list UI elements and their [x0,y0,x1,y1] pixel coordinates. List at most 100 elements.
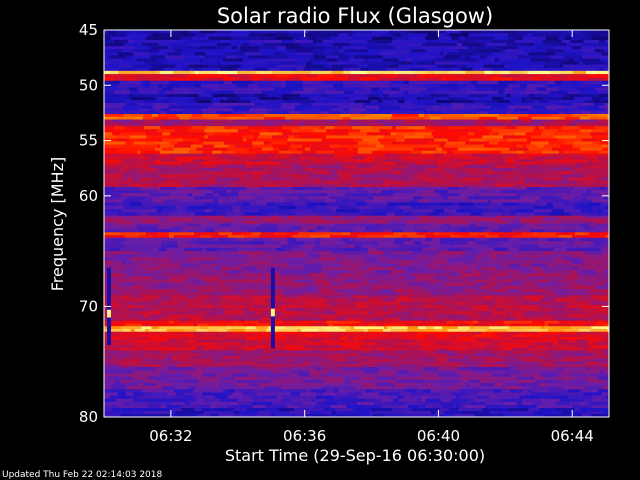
band-texture [494,180,499,184]
band-texture [226,370,241,374]
band-texture [213,102,227,106]
band-texture [447,329,467,332]
band-texture [359,177,363,181]
band-texture [317,74,336,78]
band-texture [256,367,270,371]
band-texture [334,156,354,160]
band-texture [527,345,536,348]
band-texture [398,58,407,62]
band-texture [441,97,450,101]
band-texture [458,122,474,127]
band-texture [300,135,309,139]
band-texture [128,353,145,357]
band-texture [374,108,379,112]
band-texture [313,129,327,133]
band-texture [292,39,314,44]
band-texture [400,33,408,37]
band-texture [570,43,583,47]
band-texture [308,135,326,139]
band-texture [552,266,573,271]
band-texture [188,320,201,324]
band-texture [194,70,200,75]
band-texture [212,164,216,169]
band-texture [500,376,507,380]
band-texture [447,276,468,280]
band-texture [127,301,144,305]
band-texture [552,135,557,139]
band-texture [503,122,511,127]
band-texture [532,174,549,178]
band-texture [219,100,237,103]
band-texture [205,90,220,95]
band-texture [415,254,425,258]
band-texture [506,156,512,160]
band-texture [391,270,406,274]
band-texture [124,164,139,169]
band-texture [297,329,302,332]
band-texture [580,295,592,299]
band-texture [191,171,204,175]
band-texture [261,273,271,277]
band-texture [333,132,344,136]
band-texture [385,218,400,221]
band-texture [350,114,367,117]
band-texture [232,87,253,91]
band-texture [335,74,350,78]
band-texture [439,241,448,245]
band-texture [300,156,304,160]
band-texture [135,74,146,78]
band-texture [140,150,160,154]
band-texture [503,90,525,95]
band-texture [523,373,542,377]
band-texture [588,342,595,346]
band-texture [192,358,214,362]
band-texture [473,122,487,127]
band-texture [307,367,317,371]
band-texture [246,379,263,384]
band-texture [141,122,152,127]
band-texture [537,257,553,261]
band-texture [289,156,301,160]
band-texture [225,212,245,216]
band-texture [242,317,261,321]
band-texture [200,270,210,274]
band-texture [363,329,368,332]
band-texture [207,329,218,332]
frequency-band [104,70,609,75]
band-texture [383,100,399,103]
band-texture [425,39,439,44]
band-texture [247,273,254,277]
band-texture [469,379,480,384]
band-texture [249,159,265,163]
band-texture [457,353,474,357]
band-texture [601,80,609,85]
band-texture [399,122,417,127]
band-texture [183,64,189,68]
band-texture [325,356,346,359]
band-texture [396,132,405,136]
band-texture [249,108,268,112]
band-texture [488,304,494,309]
band-texture [218,320,227,324]
band-texture [310,141,330,145]
band-texture [493,132,499,136]
band-texture [331,358,346,362]
band-texture [556,111,562,115]
band-texture [168,105,190,109]
band-texture [574,168,582,172]
band-texture [163,164,173,169]
band-texture [478,364,496,368]
band-texture [507,105,519,109]
band-texture [560,144,573,148]
band-texture [499,209,504,213]
band-texture [383,326,388,330]
band-texture [488,232,502,236]
band-texture [193,323,197,327]
band-texture [563,311,569,315]
band-texture [365,215,378,219]
band-texture [568,183,581,188]
band-texture [187,339,193,343]
band-texture [344,64,359,68]
band-texture [594,361,603,365]
band-texture [215,177,224,181]
